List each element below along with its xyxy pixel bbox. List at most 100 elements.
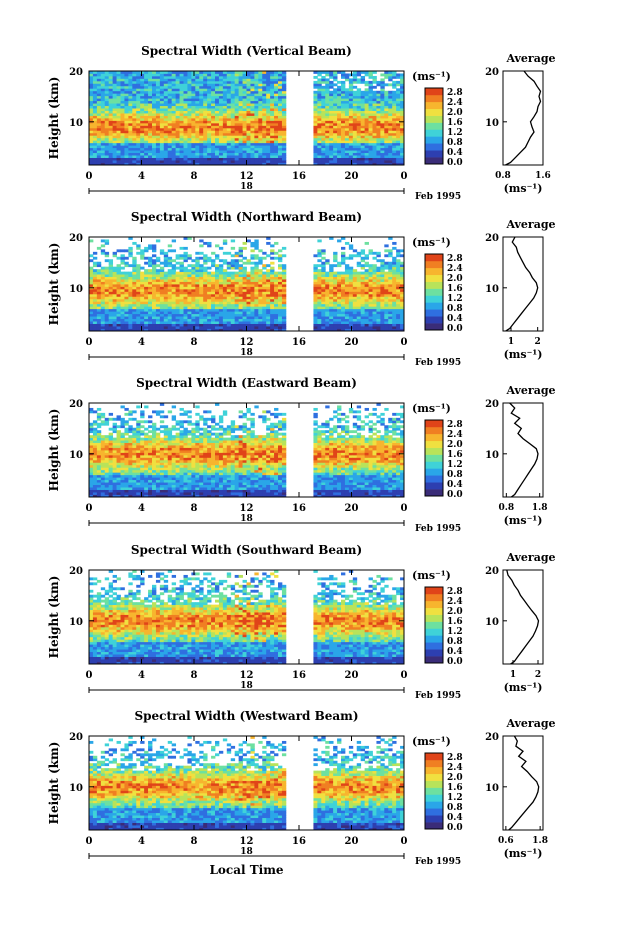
heatmap-cell	[254, 254, 259, 258]
heatmap-cell	[278, 85, 283, 89]
heatmap-cell	[325, 95, 330, 99]
heatmap-cell	[238, 135, 243, 139]
heatmap-cell	[270, 274, 275, 277]
heatmap-cell	[132, 318, 137, 322]
heatmap-cell	[238, 284, 243, 287]
heatmap-cell	[163, 88, 169, 92]
heatmap-cell	[258, 261, 263, 265]
heatmap-cell	[226, 85, 232, 89]
heatmap-cell	[211, 286, 216, 290]
heatmap-cell	[329, 98, 334, 102]
heatmap-cell	[360, 147, 366, 151]
heatmap-cell	[163, 306, 169, 310]
heatmap-cell	[222, 113, 228, 116]
heatmap-cell	[250, 291, 255, 295]
heatmap-cell	[333, 296, 338, 300]
heatmap-cell	[159, 266, 165, 270]
heatmap-cell	[274, 274, 279, 277]
heatmap-cell	[360, 316, 366, 320]
heatmap-cell	[222, 118, 228, 121]
heatmap-cell	[274, 110, 279, 114]
heatmap-cell	[203, 110, 208, 114]
heatmap-cell	[396, 103, 401, 107]
heatmap-cell	[270, 296, 275, 300]
heatmap-cell	[191, 284, 196, 287]
heatmap-cell	[120, 120, 125, 124]
heatmap-cell	[187, 284, 192, 287]
heatmap-cell	[384, 326, 389, 329]
heatmap-cell	[96, 113, 102, 116]
heatmap-cell	[92, 145, 98, 149]
heatmap-cell	[155, 118, 161, 121]
heatmap-cell	[325, 291, 330, 295]
heatmap-cell	[155, 115, 161, 119]
heatmap-cell	[207, 80, 212, 84]
heatmap-cell	[148, 98, 153, 102]
heatmap-cell	[128, 113, 133, 116]
heatmap-cell	[388, 266, 393, 270]
heatmap-cell	[364, 88, 369, 92]
heatmap-cell	[187, 291, 192, 295]
heatmap-cell	[159, 103, 165, 107]
heatmap-cell	[238, 303, 243, 307]
heatmap-cell	[171, 303, 177, 307]
heatmap-cell	[388, 162, 393, 166]
heatmap-cell	[136, 318, 141, 322]
heatmap-cell	[195, 71, 200, 74]
heatmap-cell	[155, 95, 161, 99]
heatmap-cell	[360, 98, 366, 102]
y-axis-label: Height (km)	[47, 243, 61, 326]
heatmap-cell	[124, 120, 129, 124]
heatmap-cell	[230, 100, 236, 104]
heatmap-cell	[104, 95, 110, 99]
heatmap-cell	[325, 125, 330, 129]
heatmap-cell	[400, 328, 405, 332]
heatmap-cell	[246, 118, 251, 121]
heatmap-cell	[396, 115, 401, 119]
heatmap-cell	[108, 303, 114, 307]
heatmap-cell	[140, 142, 145, 146]
heatmap-cell	[329, 321, 334, 324]
heatmap-cell	[215, 244, 220, 248]
heatmap-cell	[341, 135, 346, 139]
heatmap-cell	[250, 296, 255, 300]
heatmap-cell	[364, 269, 369, 273]
heatmap-cell	[116, 95, 121, 99]
heatmap-cell	[226, 251, 232, 255]
heatmap-cell	[281, 118, 287, 121]
heatmap-cell	[132, 108, 137, 111]
heatmap-cell	[104, 155, 110, 158]
heatmap-cell	[124, 105, 129, 109]
heatmap-cell	[329, 71, 334, 74]
heatmap-cell	[274, 100, 279, 104]
heatmap-cell	[159, 100, 165, 104]
heatmap-cell	[368, 311, 373, 315]
heatmap-cell	[191, 298, 196, 302]
heatmap-cell	[234, 261, 240, 265]
heatmap-cell	[380, 150, 385, 154]
heatmap-cell	[250, 140, 255, 144]
heatmap-cell	[116, 100, 121, 104]
heatmap-cell	[140, 308, 145, 312]
heatmap-cell	[179, 135, 184, 139]
heatmap-cell	[254, 142, 259, 146]
heatmap-cell	[246, 276, 251, 280]
heatmap-cell	[152, 286, 157, 290]
heatmap-cell	[348, 120, 354, 124]
heatmap-cell	[96, 100, 102, 104]
heatmap-cell	[274, 298, 279, 302]
heatmap-cell	[238, 281, 243, 285]
heatmap-cell	[348, 155, 354, 158]
heatmap-cell	[278, 303, 283, 307]
heatmap-cell	[183, 286, 188, 290]
heatmap-cell	[100, 328, 106, 332]
heatmap-cell	[128, 308, 133, 312]
heatmap-cell	[376, 130, 381, 134]
heatmap-cell	[337, 318, 342, 322]
heatmap-cell	[380, 279, 385, 282]
heatmap-cell	[159, 130, 165, 134]
heatmap-cell	[167, 105, 173, 109]
heatmap-cell	[341, 276, 346, 280]
heatmap-cell	[175, 155, 180, 158]
heatmap-cell	[124, 115, 129, 119]
